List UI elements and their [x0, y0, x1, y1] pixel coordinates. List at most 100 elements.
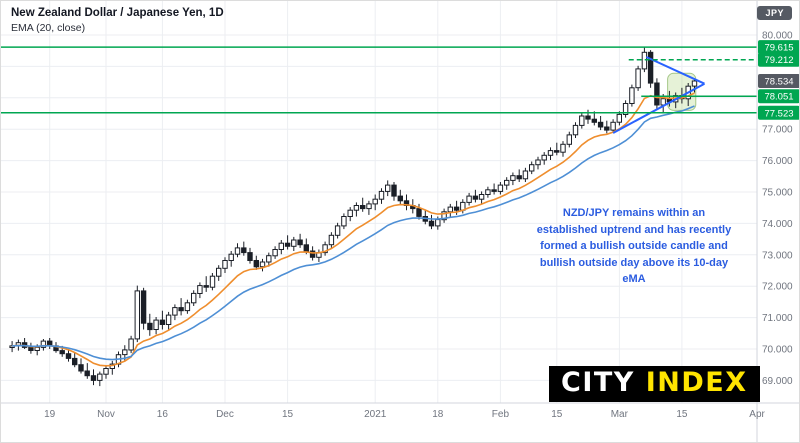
- candle-body: [65, 353, 72, 359]
- level-price-label: [758, 40, 799, 55]
- candle-body: [266, 255, 272, 263]
- candle-body: [322, 244, 328, 254]
- candle-body: [209, 275, 216, 288]
- indicator-legend[interactable]: EMA (20, close): [11, 22, 86, 34]
- candle-body: [616, 113, 622, 123]
- candle-body: [566, 134, 572, 145]
- candle-body: [447, 206, 454, 213]
- price-tick-label: 69.000: [762, 376, 793, 387]
- last-price-label: [758, 74, 799, 88]
- candle-body: [535, 159, 541, 166]
- candle-body: [134, 290, 141, 340]
- candle-body: [416, 208, 422, 217]
- level-price-label-text: 78.051: [764, 92, 793, 103]
- time-tick-label: 15: [282, 409, 294, 420]
- candle-body: [391, 184, 397, 197]
- candle-body: [572, 124, 579, 136]
- candle-body: [40, 340, 47, 348]
- candle-body: [165, 314, 172, 326]
- symbol-title[interactable]: New Zealand Dollar / Japanese Yen, 1D: [11, 7, 224, 19]
- candle-body: [622, 103, 629, 115]
- candle-body: [522, 170, 529, 180]
- candle-body: [284, 242, 291, 247]
- candle-body: [647, 51, 654, 84]
- chart-annotation: NZD/JPY remains within an established up…: [536, 207, 732, 285]
- candle-body: [604, 126, 610, 131]
- trendline[interactable]: [645, 56, 705, 85]
- time-tick-label: 15: [551, 409, 563, 420]
- candle-body: [172, 307, 178, 316]
- price-tick-label: 75.000: [762, 188, 793, 199]
- price-tick-label: 80.000: [762, 31, 793, 42]
- candle-body: [147, 322, 153, 331]
- time-tick-label: Apr: [749, 409, 765, 420]
- time-tick-label: Feb: [492, 409, 510, 420]
- candle-body: [159, 319, 166, 326]
- candle-body: [347, 209, 353, 217]
- candle-body: [178, 307, 184, 312]
- candle-body: [541, 154, 547, 161]
- candle-body: [34, 346, 40, 351]
- candle-body: [385, 184, 391, 192]
- candle-body: [453, 206, 460, 211]
- price-tick-label: 77.000: [762, 125, 793, 136]
- candle-body: [547, 150, 554, 156]
- candle-body: [278, 242, 285, 250]
- candle-body: [510, 175, 516, 181]
- time-tick-label: 15: [676, 409, 688, 420]
- logo-city-text: CITY: [561, 367, 635, 398]
- time-tick-label: Dec: [216, 409, 234, 420]
- candle-body: [122, 349, 128, 356]
- price-tick-label: 76.000: [762, 156, 793, 167]
- candle-body: [610, 121, 616, 131]
- candle-body: [303, 244, 310, 252]
- candle-body: [372, 198, 378, 205]
- price-axis[interactable]: 80.000 77.000 76.000 75.000 74.000 73.000 72.0…: [758, 31, 800, 387]
- quote-currency-badge[interactable]: JPY: [757, 6, 792, 20]
- logo-index-text: INDEX: [645, 367, 748, 398]
- candle-body: [259, 261, 266, 268]
- level-price-label: [758, 105, 799, 120]
- candle-body: [441, 211, 447, 221]
- plot-area[interactable]: [9, 47, 705, 387]
- time-tick-label: 18: [432, 409, 444, 420]
- candle-body: [72, 357, 78, 366]
- candle-body: [597, 121, 604, 128]
- time-tick-label: 2021: [364, 409, 387, 420]
- candle-body: [641, 51, 648, 70]
- trendline[interactable]: [612, 82, 705, 134]
- last-price-label-text: 78.534: [764, 77, 793, 88]
- candle-body: [491, 189, 497, 192]
- candle-body: [397, 195, 404, 202]
- candle-body: [197, 285, 203, 295]
- candle-body: [297, 239, 303, 246]
- price-tick-label: 71.000: [762, 313, 793, 324]
- candle-body: [241, 247, 247, 254]
- candle-body: [253, 260, 260, 268]
- candle-body: [140, 290, 147, 324]
- candle-body: [222, 260, 228, 269]
- city-index-logo: CITY INDEX: [549, 366, 760, 402]
- level-price-label-text: 79.212: [764, 55, 793, 66]
- candle-body: [59, 350, 65, 355]
- candle-body: [191, 292, 197, 304]
- candle-body: [579, 115, 585, 126]
- candle-body: [466, 195, 472, 203]
- candle-body: [554, 150, 560, 153]
- candle-body: [529, 164, 535, 172]
- chart-legend: New Zealand Dollar / Japanese Yen, 1D EM…: [11, 7, 224, 34]
- candle-body: [654, 82, 660, 106]
- candle-body: [28, 346, 34, 351]
- time-tick-label: Mar: [611, 409, 629, 420]
- candle-body: [272, 249, 278, 257]
- time-axis[interactable]: 19 Nov 16 Dec 15 2021 18 Feb 15 Mar 15 Apr: [44, 409, 765, 420]
- candle-body: [97, 373, 103, 381]
- candle-body: [360, 205, 366, 210]
- candle-body: [328, 234, 335, 246]
- level-price-label: [758, 52, 799, 67]
- candles-series: [9, 47, 698, 387]
- candle-body: [234, 247, 241, 255]
- level-price-label: [758, 89, 799, 104]
